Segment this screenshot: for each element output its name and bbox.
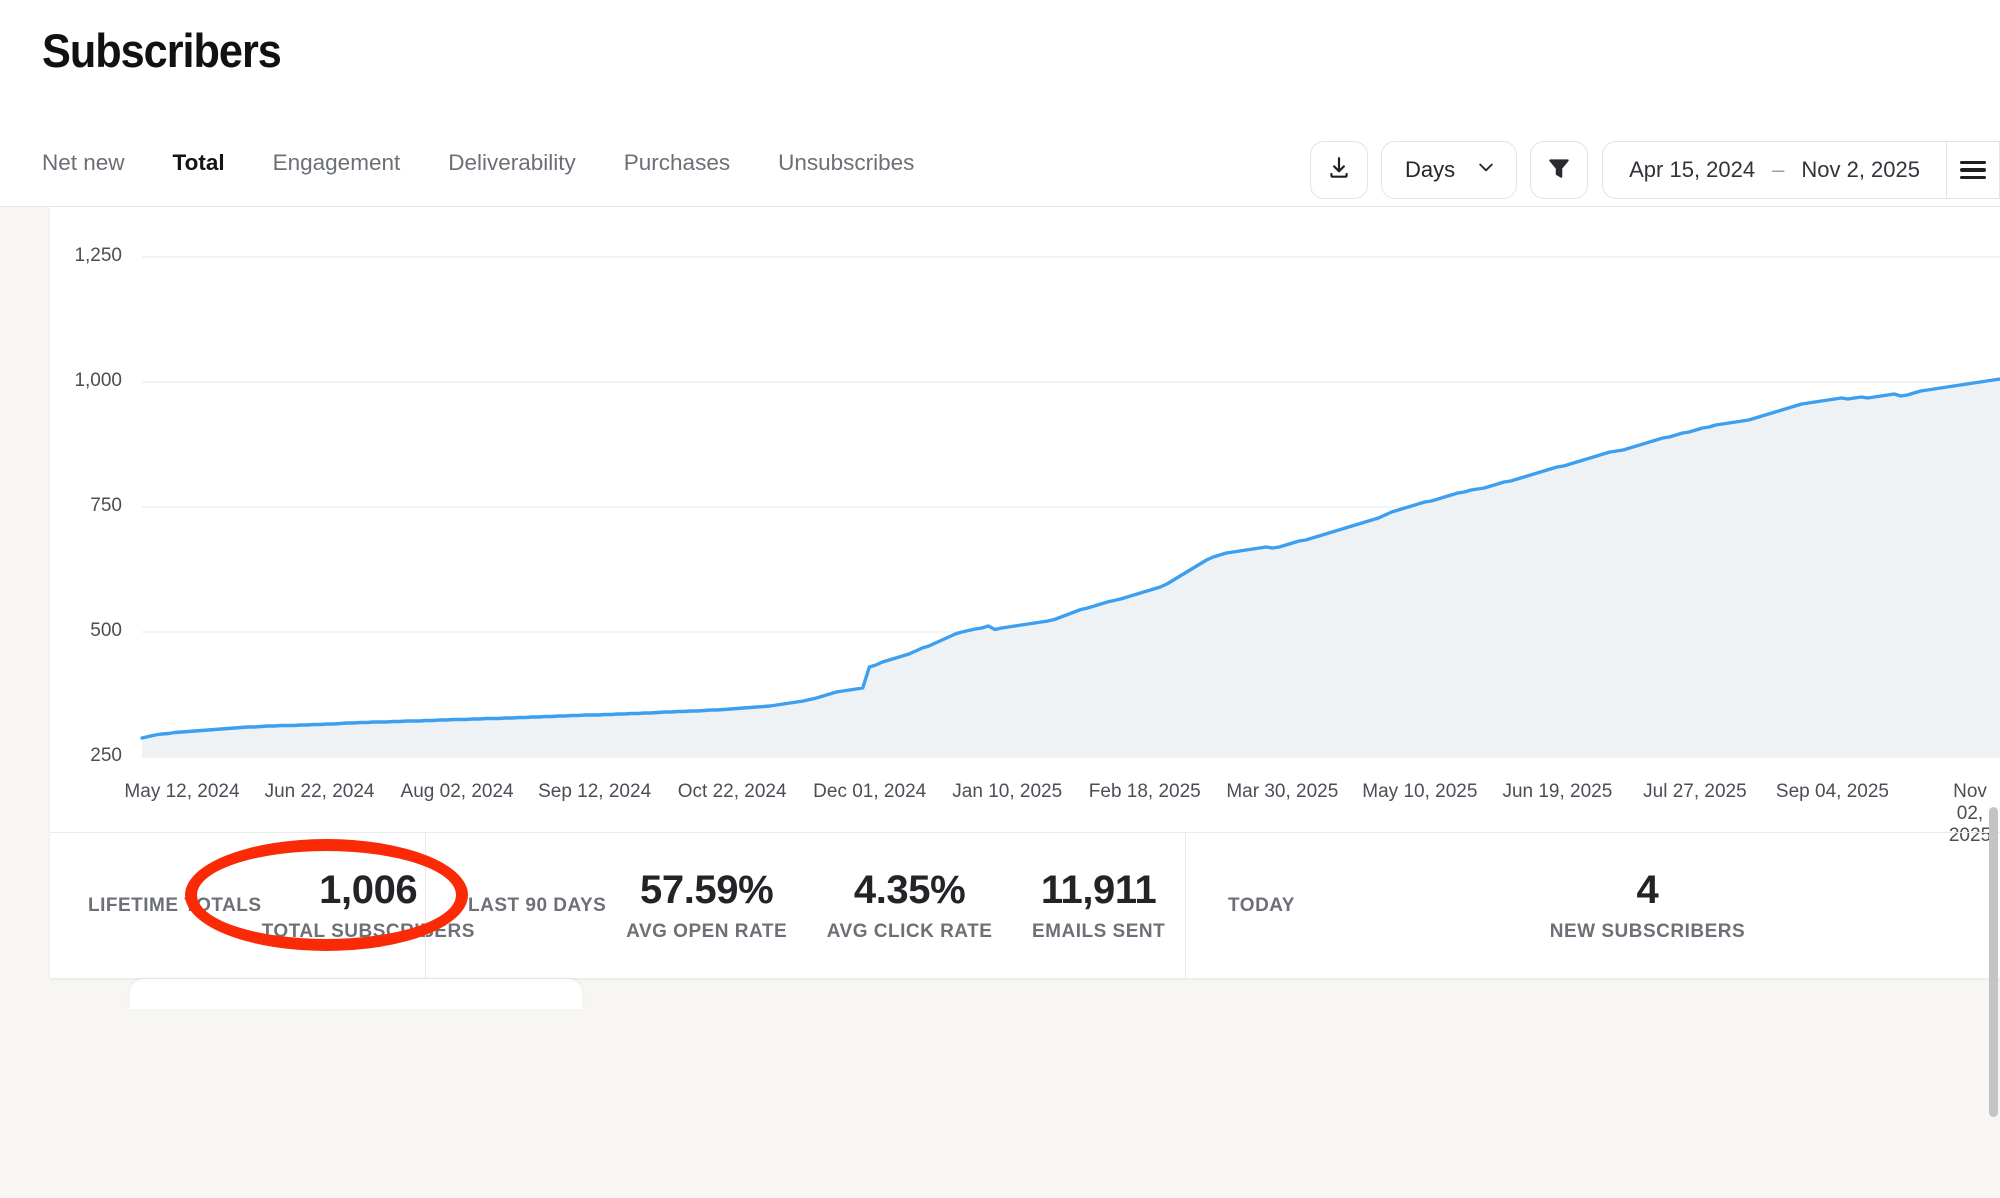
stat-group-label: TODAY: [1228, 894, 1295, 916]
y-axis-tick: 1,250: [74, 245, 122, 266]
tab-total[interactable]: Total: [162, 150, 235, 211]
x-axis-tick: Jan 10, 2025: [952, 781, 1063, 802]
date-range-start: Apr 15, 2024: [1629, 157, 1756, 182]
stat-metric-label: AVG OPEN RATE: [626, 920, 788, 942]
y-axis-tick: 250: [90, 745, 122, 766]
scrollbar-thumb[interactable]: [1989, 807, 1998, 1117]
stat-metric-value: 11,911: [1040, 867, 1157, 912]
page-header: Subscribers Net new Total Engagement Del…: [0, 0, 2000, 211]
tab-net-new[interactable]: Net new: [42, 150, 125, 175]
y-axis-tick: 1,000: [74, 370, 122, 391]
stat-metric-value: 4: [1636, 867, 1659, 912]
y-axis-tick: 500: [90, 620, 122, 641]
tab-bar: Net new Total Engagement Deliverability …: [42, 150, 962, 211]
stat-metric-value: 1,006: [319, 867, 418, 912]
stat-metrics: 57.59% AVG OPEN RATE 4.35% AVG CLICK RATE 11…: [606, 869, 1185, 943]
tab-deliverability[interactable]: Deliverability: [448, 150, 576, 175]
stat-metric-label: AVG CLICK RATE: [826, 920, 993, 942]
x-axis-tick: Jul 27, 2025: [1643, 781, 1747, 802]
date-range-end: Nov 2, 2025: [1801, 157, 1920, 182]
stat-group: TODAY 4 NEW SUBSCRIBERS: [1186, 833, 2000, 979]
x-axis-tick: Aug 02, 2024: [400, 781, 514, 802]
stat-metrics: 1,006 TOTAL SUBSCRIBERS: [262, 869, 475, 943]
chart-toolbar: Days Apr 15, 2024 – Nov 2, 2025: [1310, 139, 2000, 201]
stat-metrics: 4 NEW SUBSCRIBERS: [1295, 869, 2000, 943]
x-axis-tick: Nov 02, 2025: [1948, 781, 1992, 846]
x-axis-tick: May 10, 2025: [1362, 781, 1478, 802]
x-axis-tick: Jun 22, 2024: [264, 781, 375, 802]
stat-group-label: LAST 90 DAYS: [468, 894, 607, 916]
header-divider: [0, 206, 2000, 207]
subscribers-area-chart[interactable]: 250 500 750 1,000 1,250 May 12, 2024 Jun 22, …: [50, 207, 2000, 846]
bottom-partial-panel: [130, 979, 582, 1009]
hamburger-menu-icon: [1960, 156, 1986, 184]
date-range-picker[interactable]: Apr 15, 2024 – Nov 2, 2025: [1602, 141, 1946, 199]
vertical-scrollbar[interactable]: [1986, 414, 2000, 1198]
stat-metric: 4.35% AVG CLICK RATE: [827, 869, 993, 943]
filter-funnel-icon: [1546, 155, 1572, 186]
x-axis-tick: Jun 19, 2025: [1502, 781, 1613, 802]
series-line: [140, 377, 2000, 740]
stat-metric-value: 57.59%: [640, 867, 774, 912]
stat-metric: 4 NEW SUBSCRIBERS: [1550, 869, 1745, 943]
overflow-menu-button[interactable]: [1946, 141, 2000, 199]
stat-group: LIFETIME TOTALS 1,006 TOTAL SUBSCRIBERS: [50, 833, 474, 979]
stats-summary-row: LIFETIME TOTALS 1,006 TOTAL SUBSCRIBERS LAS…: [50, 832, 2000, 979]
x-axis-tick: Sep 04, 2025: [1775, 781, 1889, 802]
content-area: 250 500 750 1,000 1,250 May 12, 2024 Jun 22, …: [0, 207, 2000, 1117]
stats-divider: [425, 832, 426, 979]
stat-metric-label: TOTAL SUBSCRIBERS: [261, 920, 475, 942]
stat-metric: 1,006 TOTAL SUBSCRIBERS: [262, 869, 475, 943]
stat-metric-value: 4.35%: [853, 867, 966, 912]
y-axis-tick: 750: [90, 495, 122, 516]
stat-group-label: LIFETIME TOTALS: [88, 894, 262, 916]
chevron-down-icon: [1476, 157, 1496, 183]
stat-metric: 57.59% AVG OPEN RATE: [626, 869, 787, 943]
x-axis-tick: May 12, 2024: [124, 781, 240, 802]
analytics-card: 250 500 750 1,000 1,250 May 12, 2024 Jun 22, …: [50, 207, 2000, 979]
x-axis-tick: Oct 22, 2024: [677, 781, 787, 802]
tab-unsubscribes[interactable]: Unsubscribes: [778, 150, 915, 175]
x-axis-tick: Mar 30, 2025: [1226, 781, 1339, 802]
granularity-select[interactable]: Days: [1381, 141, 1518, 199]
stat-group: LAST 90 DAYS 57.59% AVG OPEN RATE 4.35% AVG …: [426, 833, 1185, 979]
stat-metric-label: EMAILS SENT: [1032, 920, 1166, 942]
stats-divider: [1185, 832, 1187, 979]
area-fill: [142, 379, 2000, 757]
x-axis-tick: Sep 12, 2024: [538, 781, 652, 802]
download-icon: [1326, 155, 1352, 186]
stat-metric: 11,911 EMAILS SENT: [1032, 869, 1165, 943]
tab-purchases[interactable]: Purchases: [623, 150, 731, 175]
tab-engagement[interactable]: Engagement: [272, 150, 401, 175]
x-axis-tick: Dec 01, 2024: [813, 781, 927, 802]
stat-metric-label: NEW SUBSCRIBERS: [1549, 920, 1746, 942]
chart-canvas: [140, 256, 2000, 758]
date-range-separator: –: [1772, 157, 1785, 182]
download-button[interactable]: [1310, 141, 1368, 199]
granularity-value: Days: [1405, 157, 1456, 182]
filter-button[interactable]: [1530, 141, 1589, 199]
page-title: Subscribers: [42, 24, 282, 77]
x-axis-tick: Feb 18, 2025: [1088, 781, 1201, 802]
